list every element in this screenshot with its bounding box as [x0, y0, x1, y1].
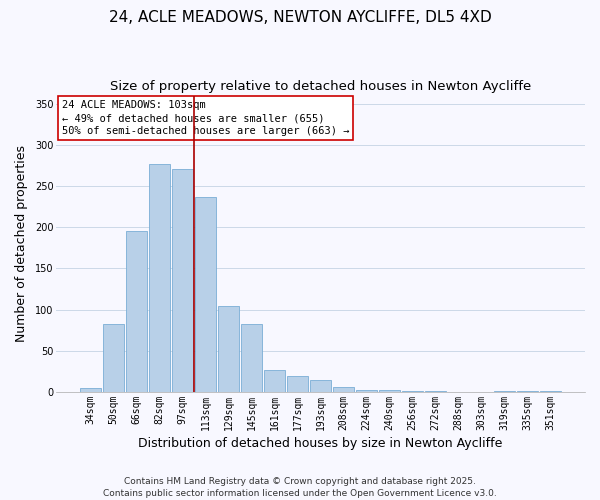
Title: Size of property relative to detached houses in Newton Aycliffe: Size of property relative to detached ho…	[110, 80, 531, 93]
Bar	[80, 388, 101, 392]
Bar	[241, 324, 262, 392]
Text: 24, ACLE MEADOWS, NEWTON AYCLIFFE, DL5 4XD: 24, ACLE MEADOWS, NEWTON AYCLIFFE, DL5 4…	[109, 10, 491, 25]
X-axis label: Distribution of detached houses by size in Newton Aycliffe: Distribution of detached houses by size …	[139, 437, 503, 450]
Text: Contains HM Land Registry data © Crown copyright and database right 2025.
Contai: Contains HM Land Registry data © Crown c…	[103, 476, 497, 498]
Bar	[379, 390, 400, 392]
Y-axis label: Number of detached properties: Number of detached properties	[15, 146, 28, 342]
Bar	[265, 370, 285, 392]
Bar	[425, 391, 446, 392]
Bar	[334, 387, 354, 392]
Bar	[149, 164, 170, 392]
Bar	[172, 169, 193, 392]
Bar	[403, 391, 423, 392]
Bar	[540, 391, 561, 392]
Bar	[127, 230, 147, 392]
Bar	[356, 390, 377, 392]
Bar	[494, 391, 515, 392]
Bar	[287, 376, 308, 392]
Bar	[196, 197, 216, 392]
Bar	[310, 380, 331, 392]
Bar	[218, 306, 239, 392]
Bar	[517, 391, 538, 392]
Text: 24 ACLE MEADOWS: 103sqm
← 49% of detached houses are smaller (655)
50% of semi-d: 24 ACLE MEADOWS: 103sqm ← 49% of detache…	[62, 100, 349, 136]
Bar	[103, 324, 124, 392]
